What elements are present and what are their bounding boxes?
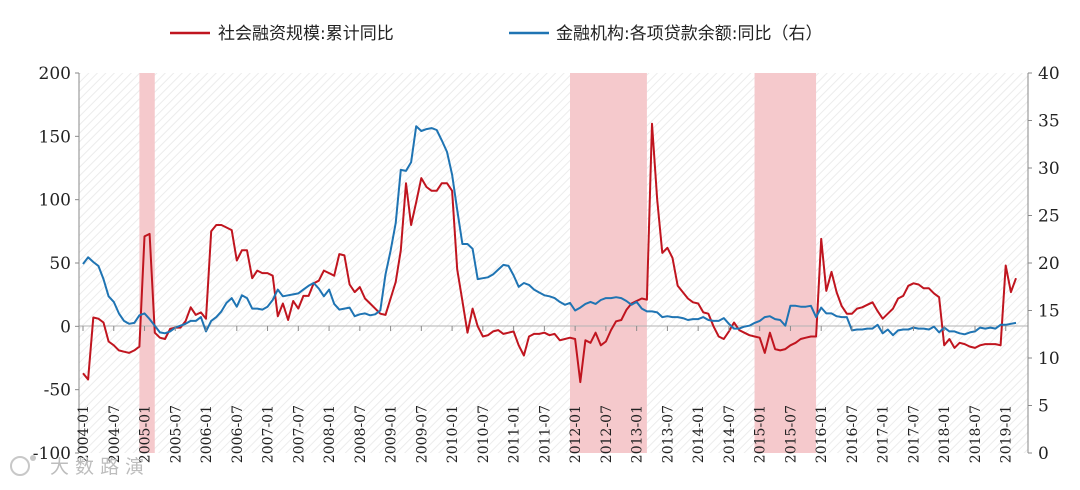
- x-tick-label: 2018-01: [937, 405, 953, 463]
- watermark-logo-dot: [30, 455, 36, 461]
- x-tick-label: 2013-01: [630, 405, 646, 463]
- right-axis-ticks: 0 5 10 15 20 25 30 35 40: [1028, 64, 1060, 464]
- x-tick-label: 2019-01: [999, 405, 1015, 463]
- x-tick-label: 2012-01: [568, 405, 584, 463]
- shaded-period-1: [139, 73, 154, 453]
- right-tick-label: 35: [1038, 112, 1060, 132]
- right-tick-label: 30: [1038, 159, 1060, 179]
- x-tick-label: 2007-07: [291, 405, 307, 463]
- left-tick-label: 50: [49, 254, 71, 274]
- x-tick-label: 2011-01: [507, 405, 523, 463]
- x-tick-label: 2004-07: [107, 405, 123, 463]
- right-tick-label: 20: [1038, 254, 1060, 274]
- x-tick-label: 2007-01: [261, 405, 277, 463]
- right-tick-label: 25: [1038, 207, 1060, 227]
- x-tick-label: 2015-07: [783, 405, 799, 463]
- x-tick-label: 2017-07: [907, 405, 923, 463]
- legend-label-series-2: 金融机构:各项贷款余额:同比（右）: [556, 24, 822, 44]
- x-tick-label: 2014-07: [722, 405, 738, 463]
- legend-label-series-1: 社会融资规模:累计同比: [218, 24, 394, 44]
- left-tick-label: 200: [39, 64, 71, 84]
- x-tick-label: 2005-07: [168, 405, 184, 463]
- shaded-period-2: [570, 73, 647, 453]
- x-tick-label: 2015-01: [753, 405, 769, 463]
- left-tick-label: 0: [60, 317, 71, 337]
- x-tick-label: 2010-01: [445, 405, 461, 463]
- x-tick-label: 2011-07: [537, 405, 553, 463]
- right-tick-label: 0: [1038, 444, 1049, 464]
- left-tick-label: 100: [39, 191, 71, 211]
- x-tick-label: 2018-07: [968, 405, 984, 463]
- right-tick-label: 10: [1038, 349, 1060, 369]
- watermark-text: 大 数 路 演: [50, 456, 144, 478]
- x-tick-label: 2005-01: [138, 405, 154, 463]
- x-tick-label: 2008-01: [322, 405, 338, 463]
- plot-background: [79, 73, 1028, 453]
- x-tick-label: 2008-07: [353, 405, 369, 463]
- x-tick-label: 2013-07: [660, 405, 676, 463]
- shaded-period-3: [755, 73, 817, 453]
- x-tick-label: 2004-01: [76, 405, 92, 463]
- x-tick-label: 2009-07: [414, 405, 430, 463]
- watermark-logo-icon: [11, 457, 29, 475]
- left-tick-label: -50: [44, 381, 71, 401]
- x-tick-label: 2006-07: [230, 405, 246, 463]
- right-tick-label: 15: [1038, 302, 1060, 322]
- watermark: 大 数 路 演: [11, 455, 144, 478]
- right-tick-label: 5: [1038, 397, 1049, 417]
- x-tick-label: 2014-01: [691, 405, 707, 463]
- x-tick-label: 2009-01: [384, 405, 400, 463]
- x-tick-label: 2016-07: [845, 405, 861, 463]
- x-tick-label: 2016-01: [814, 405, 830, 463]
- x-tick-label: 2006-01: [199, 405, 215, 463]
- x-tick-label: 2017-01: [876, 405, 892, 463]
- x-tick-label: 2010-07: [476, 405, 492, 463]
- legend: 社会融资规模:累计同比 金融机构:各项贷款余额:同比（右）: [170, 24, 822, 44]
- right-tick-label: 40: [1038, 64, 1060, 84]
- left-tick-label: 150: [39, 127, 71, 147]
- x-tick-label: 2012-07: [599, 405, 615, 463]
